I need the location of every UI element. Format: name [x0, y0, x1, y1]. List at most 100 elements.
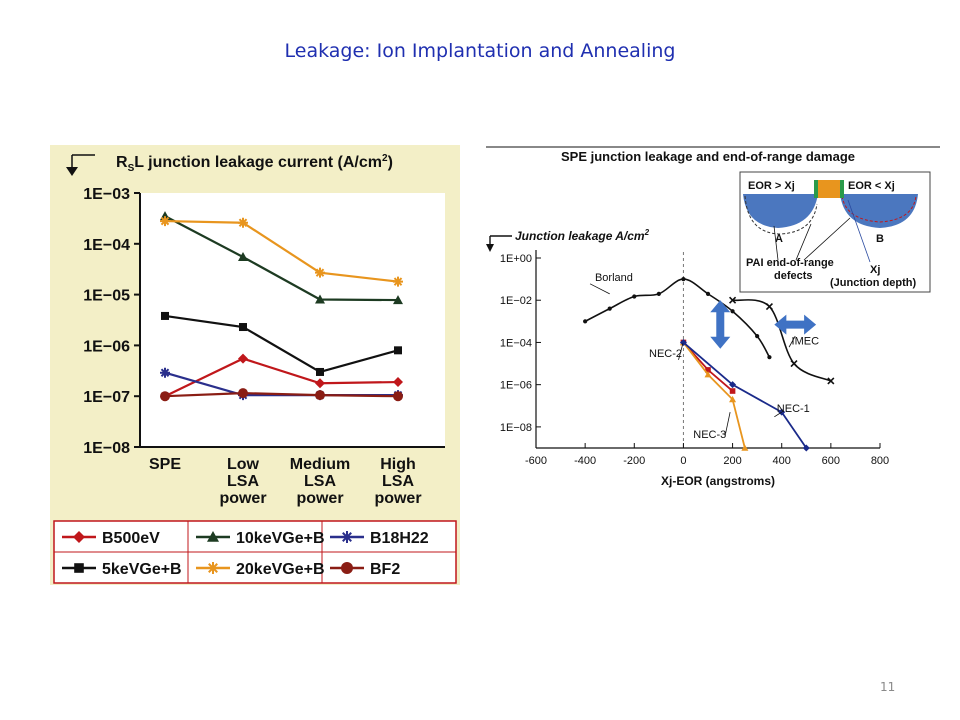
legend: B500eV 10keVGe+B B18H22 5keVGe+B 20keVGe+B BF… [53, 520, 457, 584]
series-group: Borland IMEC NEC-2 NEC-3 NEC-1 [583, 272, 835, 452]
y-axis-title: Junction leakage A/cm2 [486, 228, 650, 252]
x-tick-label-line: power [374, 490, 421, 507]
data-point [679, 338, 687, 346]
x-tick-label: 400 [773, 455, 791, 467]
inset-xj-desc: (Junction depth) [830, 277, 916, 289]
y-title-sup: 2 [644, 228, 650, 237]
y-tick-label: 1E−05 [83, 288, 130, 305]
inset-a-label: A [775, 233, 783, 245]
data-point [73, 531, 85, 543]
y-title-sub: S [128, 163, 135, 174]
data-point [393, 276, 403, 287]
data-point [767, 355, 772, 360]
data-point [393, 295, 403, 305]
y-axis-title: RSL junction leakage current (A/cm2) [66, 153, 393, 176]
legend-item: B18H22 [330, 530, 429, 547]
data-point [315, 390, 325, 401]
series-line [164, 392, 399, 398]
series-line [164, 219, 399, 283]
x-tick-label: Medium LSA power [290, 456, 350, 507]
asterisk-mark [341, 531, 353, 543]
data-point [207, 531, 219, 542]
data-point [315, 294, 325, 304]
x-tick-label-line: High [380, 456, 416, 473]
data-point [765, 303, 773, 311]
data-point [238, 251, 248, 261]
data-point [393, 391, 403, 402]
x-tick-label-line: LSA [227, 473, 259, 490]
inset-diagram: EOR > Xj EOR < Xj A B PAI end-of-range d… [739, 171, 931, 293]
series-label: NEC-3 [693, 429, 726, 441]
series-5kevge-b [161, 311, 402, 376]
y-title-rest: L junction leakage current (A/cm [134, 154, 382, 171]
asterisk-mark [160, 216, 170, 227]
inset-spacer-l [814, 180, 818, 198]
series-line [732, 299, 832, 382]
inset-right-label: EOR < Xj [848, 180, 895, 192]
y-tick-label: 1E−08 [83, 440, 130, 457]
data-point [790, 359, 798, 368]
data-point [315, 267, 325, 278]
y-title-text: Junction leakage A/cm [515, 229, 645, 243]
label-pointer [774, 411, 782, 418]
x-tick-label: -600 [525, 455, 547, 467]
series-nec-1: NEC-1 [679, 338, 810, 452]
legend-item: BF2 [330, 561, 400, 578]
x-tick-label-line: Low [227, 456, 260, 473]
data-point [160, 367, 170, 378]
data-point [632, 294, 637, 299]
horizontal-double-arrow [774, 314, 817, 335]
series-label: NEC-2 [649, 348, 682, 360]
data-point [341, 531, 353, 543]
x-axis-title: Xj-EOR (angstroms) [661, 474, 775, 488]
data-point [656, 291, 661, 296]
series-bf2 [160, 388, 403, 402]
series-nec-3: NEC-3 [679, 338, 749, 451]
data-point [160, 391, 170, 402]
data-point [729, 388, 736, 394]
x-tick-label: 0 [680, 455, 686, 467]
legend-label: 20keVGe+B [236, 561, 325, 578]
data-point [316, 367, 324, 376]
series-label: NEC-1 [777, 403, 810, 415]
inset-defects-label-2: defects [774, 270, 813, 282]
data-point [394, 346, 402, 355]
y-tick-label: 1E−06 [500, 380, 532, 392]
spe-junction-leakage-chart: SPE junction leakage and end-of-range da… [486, 146, 940, 488]
data-point [160, 216, 170, 227]
x-tick-label: -400 [574, 455, 596, 467]
inset-eor-b [841, 195, 917, 223]
legend-item: 5keVGe+B [62, 561, 182, 578]
x-tick-label-line: power [219, 490, 266, 507]
x-tick-label: 600 [822, 455, 840, 467]
asterisk-mark [238, 217, 248, 228]
legend-label: BF2 [370, 561, 400, 578]
y-title-sup: 2 [382, 153, 388, 164]
data-point [755, 333, 760, 339]
x-tick-label: 200 [723, 455, 741, 467]
data-point [238, 353, 248, 364]
chart-title: SPE junction leakage and end-of-range da… [561, 149, 855, 164]
y-tick-label: 1E−07 [83, 389, 130, 406]
data-point [704, 371, 712, 378]
series-line [164, 314, 399, 374]
series-label: Borland [595, 272, 633, 284]
series-imec: IMEC [729, 296, 835, 385]
y-tick-label: 1E−04 [83, 237, 130, 254]
page-number: 11 [880, 680, 896, 694]
annotation-arrows [710, 300, 817, 349]
data-point [607, 306, 612, 311]
asterisk-mark [207, 562, 219, 574]
legend-item: 20keVGe+B [196, 561, 325, 578]
data-point [681, 277, 686, 282]
x-mark [827, 377, 835, 385]
data-point [74, 563, 84, 573]
series-line [682, 341, 808, 449]
svg-text:Junction leakage A/cm2: Junction leakage A/cm2 [515, 228, 650, 243]
x-tick-label-line: LSA [304, 473, 336, 490]
legend-label: 10keVGe+B [236, 530, 325, 547]
inset-left-label: EOR > Xj [748, 180, 795, 192]
label-pointer [724, 412, 731, 436]
data-point [827, 377, 835, 385]
